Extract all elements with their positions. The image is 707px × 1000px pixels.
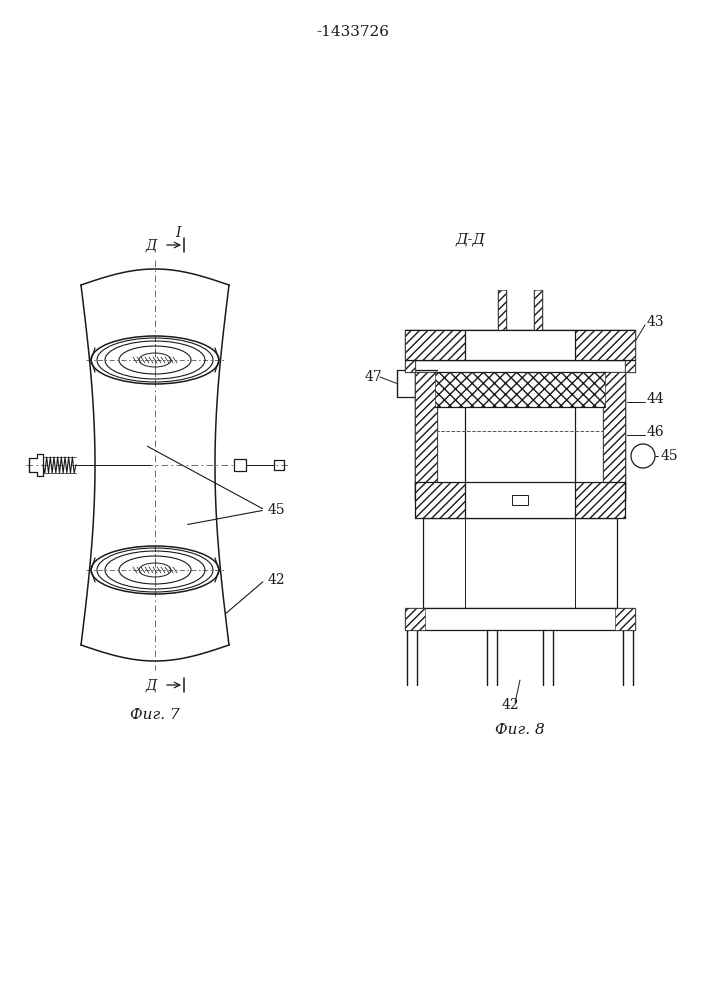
Bar (234, 459, 246, 471)
Bar (405, 360, 415, 372)
Bar (615, 608, 635, 630)
Bar (625, 360, 635, 372)
Text: 47: 47 (365, 370, 382, 384)
Text: 42: 42 (501, 698, 519, 712)
Text: Фиг. 7: Фиг. 7 (130, 708, 180, 722)
Text: Д-Д: Д-Д (455, 233, 485, 247)
Bar (534, 290, 542, 330)
Circle shape (631, 444, 655, 468)
Text: -1433726: -1433726 (317, 25, 390, 39)
Bar (512, 495, 528, 505)
Text: Д: Д (146, 678, 157, 692)
Bar (405, 330, 635, 360)
Bar (405, 330, 635, 360)
Bar (423, 518, 617, 608)
Bar (465, 330, 575, 360)
Bar (498, 290, 506, 330)
Text: Фиг. 8: Фиг. 8 (495, 723, 545, 737)
Text: I: I (175, 226, 181, 240)
Text: 45: 45 (661, 449, 679, 463)
Bar (603, 372, 625, 500)
Bar (405, 608, 425, 630)
Text: 42: 42 (268, 573, 286, 587)
Text: 46: 46 (647, 425, 665, 439)
Bar (405, 608, 635, 630)
Bar (625, 360, 635, 372)
Bar (603, 372, 625, 500)
Bar (415, 372, 437, 500)
Bar (415, 372, 437, 500)
Bar (415, 482, 625, 518)
Bar (405, 360, 415, 372)
Text: 44: 44 (647, 392, 665, 406)
Text: 45: 45 (268, 503, 286, 517)
Bar (435, 372, 605, 407)
Bar (465, 482, 575, 518)
Text: Д: Д (146, 238, 157, 252)
Text: 43: 43 (647, 315, 665, 329)
